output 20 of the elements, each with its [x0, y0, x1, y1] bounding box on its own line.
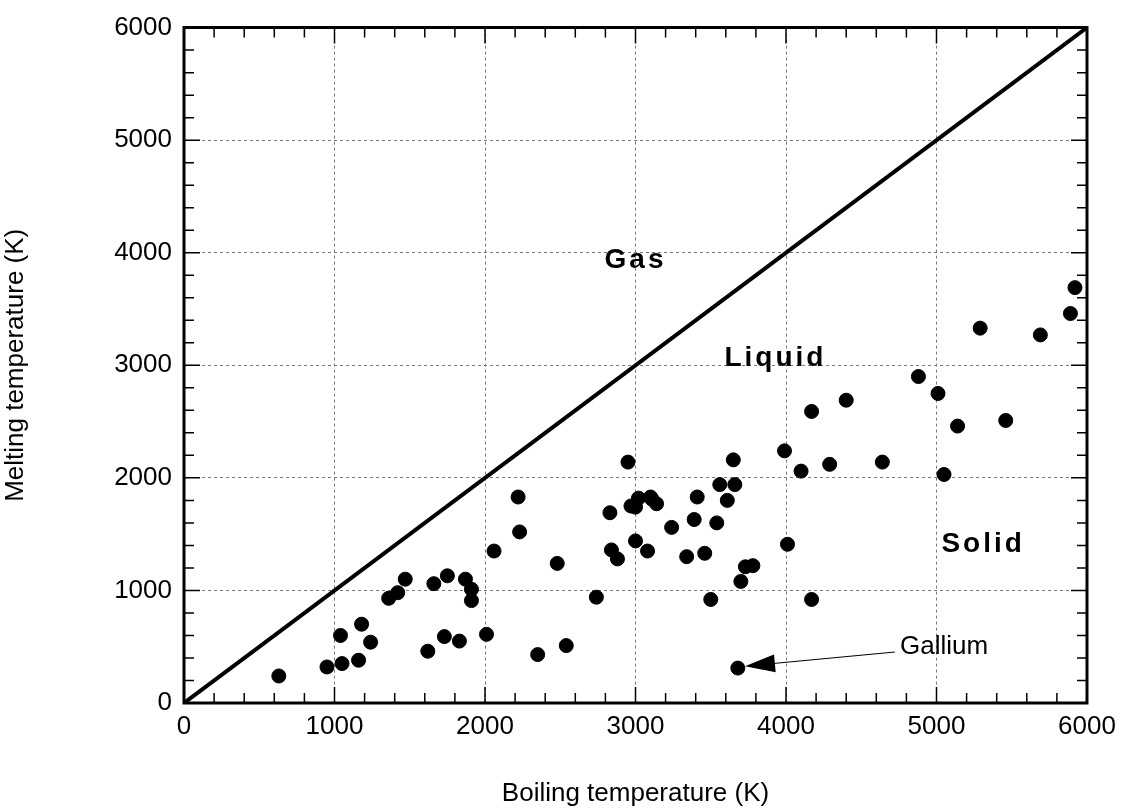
x-tick-label: 1000	[305, 709, 364, 740]
y-tick-label: 3000	[114, 348, 172, 379]
x-axis-title: Boiling temperature (K)	[501, 776, 770, 807]
y-tick-label: 0	[157, 686, 172, 717]
x-tick-label: 3000	[606, 709, 665, 740]
x-tick-label: 5000	[907, 709, 966, 740]
x-tick-label: 6000	[1058, 709, 1116, 740]
annotation: Gas	[604, 243, 667, 275]
x-tick-label: 2000	[456, 709, 514, 740]
y-tick-label: 1000	[114, 573, 172, 604]
y-tick-label: 6000	[114, 10, 172, 41]
annotation: Solid	[941, 527, 1025, 558]
x-tick-label: 4000	[757, 709, 815, 740]
annotation: Liquid	[724, 341, 827, 373]
annotation: Gallium	[900, 630, 989, 661]
y-axis-title: Melting temperature (K)	[0, 228, 29, 502]
y-tick-label: 2000	[114, 461, 172, 492]
y-tick-label: 4000	[114, 235, 172, 266]
x-tick-label: 0	[176, 709, 192, 740]
y-tick-label: 5000	[114, 123, 172, 154]
